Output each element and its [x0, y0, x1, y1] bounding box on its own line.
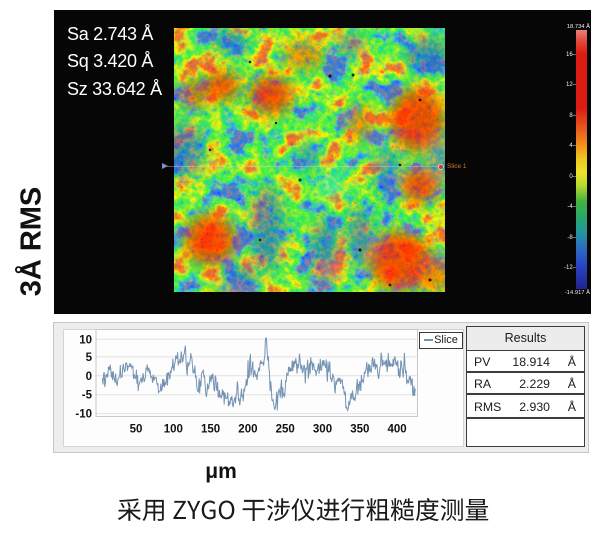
svg-text:50: 50 [130, 424, 143, 436]
svg-text:-5: -5 [82, 390, 93, 402]
svg-text:250: 250 [276, 424, 295, 436]
svg-text:200: 200 [238, 424, 257, 436]
svg-text:300: 300 [313, 424, 332, 436]
svg-text:400: 400 [388, 424, 407, 436]
svg-text:10: 10 [79, 334, 92, 346]
svg-text:0: 0 [86, 371, 92, 383]
svg-text:100: 100 [164, 424, 183, 436]
svg-text:350: 350 [350, 424, 369, 436]
svg-text:150: 150 [201, 424, 220, 436]
svg-text:-10: -10 [75, 409, 92, 421]
svg-text:5: 5 [86, 352, 93, 364]
